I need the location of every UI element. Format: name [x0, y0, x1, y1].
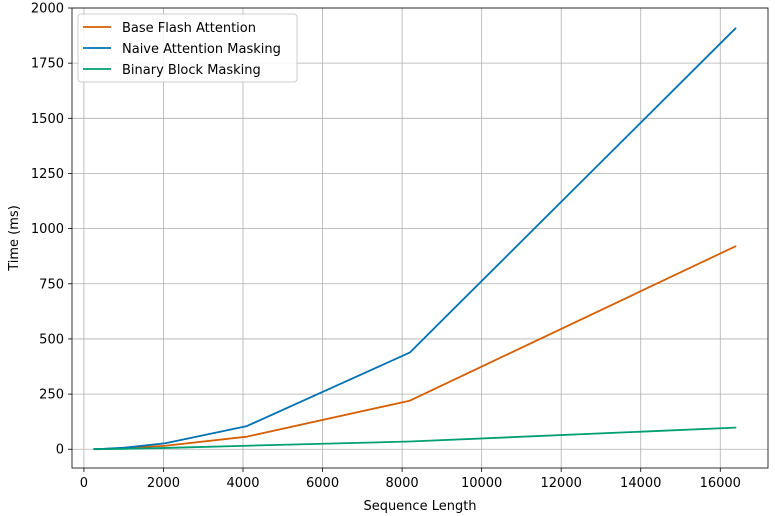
y-axis-ticks: 0 250 500 750 1000 1250 1500 1750 2000	[31, 2, 72, 458]
legend-entry-0: Base Flash Attention	[122, 21, 256, 36]
y-tick-label: 2000	[31, 2, 64, 17]
y-tick-label: 500	[39, 332, 64, 347]
legend: Base Flash Attention Naive Attention Mask…	[77, 13, 298, 83]
y-tick-label: 750	[39, 277, 64, 292]
x-tick-label: 14000	[620, 476, 661, 491]
x-tick-label: 12000	[541, 476, 582, 491]
x-axis-ticks: 0 2000 4000 6000 8000 10000 12000 14000 16000	[80, 468, 741, 491]
x-tick-label: 4000	[226, 476, 259, 491]
y-tick-label: 1000	[31, 222, 64, 237]
legend-entry-2: Binary Block Masking	[122, 63, 261, 78]
legend-box	[77, 13, 298, 83]
y-tick-label: 1250	[31, 167, 64, 182]
x-tick-label: 10000	[461, 476, 502, 491]
x-tick-label: 8000	[386, 476, 419, 491]
legend-entry-1: Naive Attention Masking	[122, 42, 281, 57]
x-tick-label: 0	[80, 476, 88, 491]
x-tick-label: 16000	[700, 476, 741, 491]
x-tick-label: 6000	[306, 476, 339, 491]
y-tick-label: 0	[56, 443, 64, 458]
y-tick-label: 250	[39, 388, 64, 403]
series-lines	[93, 27, 737, 451]
plot-area-frame	[71, 7, 769, 469]
series-line-1	[93, 27, 737, 450]
y-axis-label: Time (ms)	[7, 205, 22, 272]
x-axis-label: Sequence Length	[363, 499, 476, 514]
series-line-2	[93, 426, 737, 451]
y-tick-label: 1750	[31, 57, 64, 72]
y-tick-label: 1500	[31, 112, 64, 127]
x-tick-label: 2000	[147, 476, 180, 491]
